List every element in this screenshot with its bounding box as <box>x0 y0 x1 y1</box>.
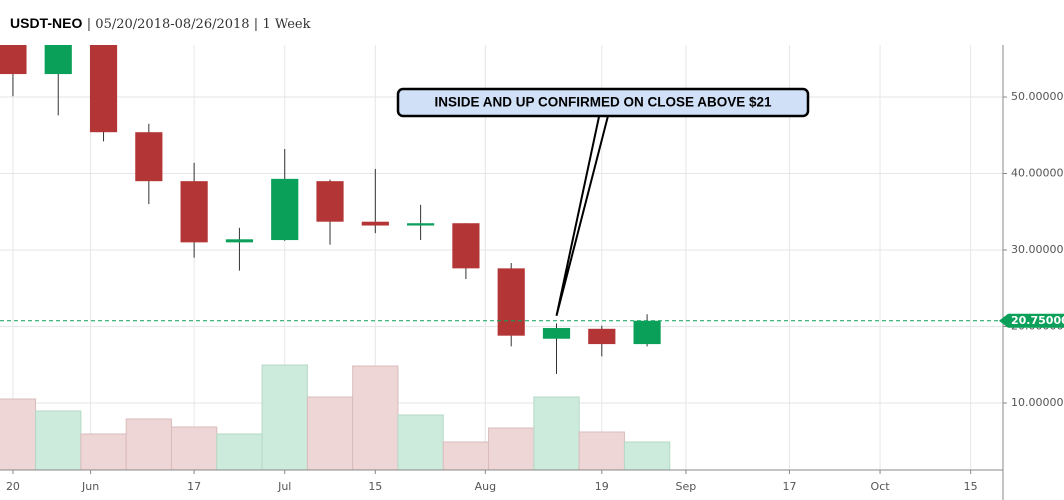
x-tick-label: 15 <box>964 480 978 493</box>
candle-body <box>0 45 27 75</box>
y-tick-label: 40.00000000 <box>1011 167 1064 180</box>
volume-bar <box>261 364 308 470</box>
x-tick-label: 15 <box>368 480 382 493</box>
volume-bar <box>216 433 263 470</box>
volume-bar <box>306 396 354 470</box>
candle-body <box>588 328 616 345</box>
volume-bar <box>488 427 535 470</box>
y-tick-label: 50.00000000 <box>1011 90 1064 103</box>
x-tick-label: Aug <box>475 480 496 493</box>
symbol: USDT-NEO <box>10 15 82 31</box>
header: USDT-NEO | 05/20/2018-08/26/2018 | 1 Wee… <box>10 15 311 32</box>
volume <box>0 364 671 470</box>
callout-text: INSIDE AND UP CONFIRMED ON CLOSE ABOVE $… <box>434 95 772 110</box>
candle-body <box>316 181 344 222</box>
volume-bar <box>35 410 82 470</box>
last-price-tag <box>999 313 1064 328</box>
x-tick-label: Jun <box>81 480 99 493</box>
candle-body <box>361 221 389 226</box>
candle-body <box>180 181 208 243</box>
candle-body <box>542 328 571 339</box>
x-tick-label: 20 <box>6 480 20 493</box>
volume-bar <box>352 365 399 470</box>
candle-body <box>135 132 163 182</box>
date-range: | 05/20/2018-08/26/2018 | <box>87 17 258 32</box>
volume-bar <box>80 433 127 470</box>
volume-bar <box>623 441 671 470</box>
x-tick-label: 17 <box>782 480 796 493</box>
volume-bar <box>397 414 444 470</box>
callout-pointer <box>555 111 611 317</box>
volume-bar <box>125 418 172 470</box>
candle-body <box>89 45 118 133</box>
volume-bar <box>578 431 625 470</box>
axes: 10.0000000020.0000000030.0000000040.0000… <box>0 90 1064 493</box>
y-tick-label: 10.00000000 <box>1011 396 1064 409</box>
volume-bar <box>170 426 218 470</box>
candles <box>0 45 661 374</box>
last-price-label: 20.75000000 <box>1011 314 1064 327</box>
x-tick-label: Oct <box>871 480 891 493</box>
x-tick-label: Jul <box>277 480 291 493</box>
x-tick-label: 17 <box>187 480 201 493</box>
candle-body <box>497 268 525 336</box>
x-tick-label: Sep <box>676 480 697 493</box>
candle-body <box>452 223 480 269</box>
interval: 1 Week <box>263 17 311 32</box>
y-tick-label: 30.00000000 <box>1011 243 1064 256</box>
callout-box <box>396 87 810 118</box>
volume-bar <box>533 396 580 470</box>
volume-bar <box>442 441 490 470</box>
candle-body <box>225 239 254 243</box>
candle-body <box>44 45 72 75</box>
x-tick-label: 19 <box>595 480 609 493</box>
annotation: INSIDE AND UP CONFIRMED ON CLOSE ABOVE $… <box>396 87 810 317</box>
candle-body <box>633 320 661 345</box>
candle-body <box>407 223 435 226</box>
candle-body <box>271 178 299 241</box>
volume-bar <box>0 398 37 470</box>
